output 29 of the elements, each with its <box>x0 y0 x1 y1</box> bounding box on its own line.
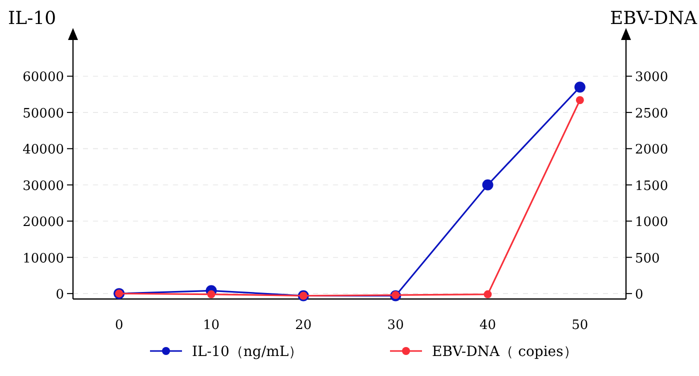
point <box>207 290 216 298</box>
point <box>574 82 586 93</box>
y2-tick-label: 0 <box>635 288 644 303</box>
point <box>482 179 494 190</box>
y2-axis-title: EBV-DNA <box>610 8 698 29</box>
x-tick-label: 40 <box>479 318 496 333</box>
y2-tick-label: 2000 <box>635 142 668 158</box>
y-tick-label: 50000 <box>22 106 64 122</box>
x-tick-label: 30 <box>387 318 404 333</box>
y-tick-label: 20000 <box>22 215 64 230</box>
y-tick-label: 30000 <box>22 178 64 194</box>
y-tick-label: 60000 <box>22 70 64 86</box>
point <box>576 96 584 104</box>
x-tick-label: 10 <box>202 318 220 333</box>
y-tick-label: 0 <box>56 288 64 303</box>
y2-tick-label: 1000 <box>635 215 668 230</box>
y2-tick-label: 3000 <box>635 70 668 86</box>
y-axis-title: IL-10 <box>8 8 56 29</box>
y2-tick-label: 500 <box>635 251 660 266</box>
legend-label: IL-10（ng/mL） <box>192 344 303 360</box>
y-tick-label: 40000 <box>22 142 64 158</box>
point <box>484 290 492 298</box>
x-tick-label: 20 <box>295 318 312 333</box>
y2-tick-label: 2500 <box>635 106 668 122</box>
x-tick-label: 50 <box>572 318 588 333</box>
legend-label: EBV-DNA（ copies） <box>432 344 578 360</box>
y2-tick-label: 1500 <box>635 178 668 194</box>
y-tick-label: 10000 <box>22 251 64 266</box>
x-tick-label: 0 <box>114 318 124 333</box>
